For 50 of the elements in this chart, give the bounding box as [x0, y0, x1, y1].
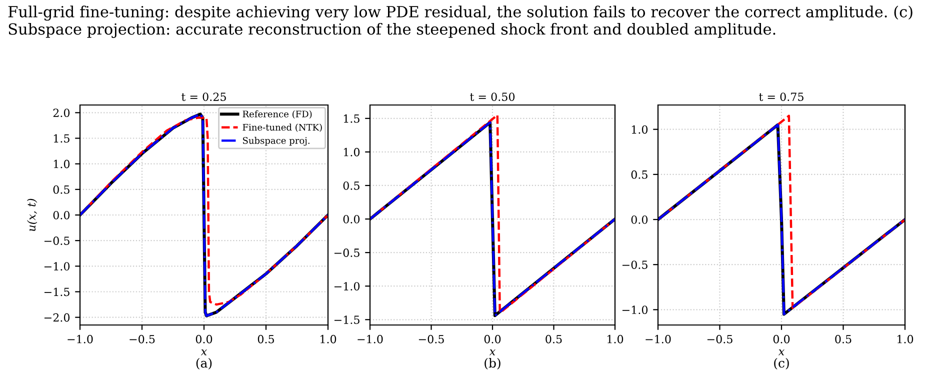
x-tick-label: 0.5: [546, 334, 562, 344]
x-tick-label: 0.0: [484, 334, 501, 344]
y-tick-label: 1.0: [344, 148, 360, 156]
x-tick-label: 0.0: [773, 334, 790, 344]
y-tick-label: −1.0: [622, 306, 648, 314]
y-tick-label: 0.0: [53, 210, 70, 220]
y-tick-label: 1.0: [632, 125, 648, 134]
chart-title: t = 0.25: [182, 92, 226, 101]
x-tick-label: −1.0: [358, 334, 383, 344]
y-tick-label: 1.5: [344, 114, 360, 123]
legend-label: Reference (FD): [242, 110, 312, 119]
y-tick-label: 1.0: [54, 160, 70, 168]
y-tick-label: −0.5: [334, 248, 360, 257]
y-tick-label: −2.0: [44, 313, 70, 322]
y-tick-label: 0.0: [343, 215, 360, 224]
x-tick-label: −1.0: [646, 334, 671, 344]
legend-label: Fine-tuned (NTK): [242, 124, 322, 132]
text: Full-grid fine-tuning: despite achieving very low PDE residual, the solution fails to recover the correct amplitude. (c) Subspace projection: accurate reconstruction of the steepened shock front and doubled amplitude.: [8, 6, 912, 38]
legend-label: Subspace proj.: [243, 136, 310, 146]
x-tick-label: −0.5: [418, 334, 444, 344]
chart-title: t = 0.75: [759, 92, 804, 101]
x-tick-label: 0.5: [258, 334, 274, 344]
x-tick-label: −0.5: [130, 334, 155, 344]
x-tick-label: 0.5: [835, 334, 852, 344]
y-tick-label: 0.5: [53, 185, 70, 194]
y-tick-label: −0.5: [622, 260, 648, 269]
y-tick-label: 0.0: [631, 215, 648, 224]
x-tick-label: 1.0: [898, 334, 914, 344]
x-tick-label: −1.0: [68, 334, 93, 344]
y-tick-label: 0.5: [631, 170, 648, 179]
x-tick-label: 0.0: [196, 334, 212, 344]
y-tick-label: −1.5: [44, 288, 70, 296]
x-tick-label: 1.0: [320, 334, 336, 344]
y-tick-label: 2.0: [53, 108, 70, 118]
x-axis-title: x: [778, 350, 784, 356]
y-tick-label: 0.5: [343, 181, 360, 190]
text: (c): [774, 358, 789, 370]
x-tick-label: −0.5: [707, 334, 732, 344]
y-tick-label: −1.0: [334, 282, 360, 290]
text: (a): [196, 358, 212, 370]
y-tick-label: −0.5: [44, 236, 70, 245]
text: (b): [484, 358, 500, 370]
y-axis-title: u(x, t): [26, 198, 38, 232]
y-tick-label: 1.5: [54, 134, 70, 143]
y-tick-label: −1.5: [334, 316, 360, 324]
x-axis-title: x: [200, 350, 207, 356]
chart-title: t = 0.50: [470, 92, 515, 101]
y-tick-label: −1.0: [44, 262, 70, 271]
x-axis-title: x: [489, 350, 496, 356]
x-tick-label: 1.0: [608, 334, 624, 344]
